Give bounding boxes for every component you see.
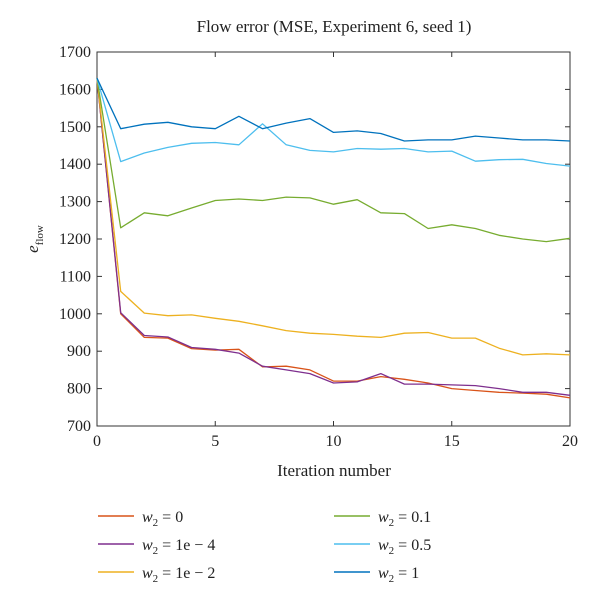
legend: w2 = 0 w2 = 1e − 4 w2 = 1e − 2 w2 = 0.1 w2 =…: [98, 509, 431, 585]
legend-item: w2 = 1e − 2: [98, 565, 215, 585]
series-line-5: [96, 78, 571, 167]
y-axis-label: eflow: [23, 225, 46, 253]
x-tick-label: 10: [326, 433, 342, 450]
legend-item: w2 = 0.5: [334, 537, 431, 557]
series-line-4: [96, 78, 571, 243]
y-tick-label: 1100: [60, 268, 91, 285]
y-tick-label: 900: [67, 343, 91, 360]
x-tick-label: 15: [444, 433, 460, 450]
legend-item: w2 = 1: [334, 565, 419, 585]
x-tick-label: 5: [211, 433, 219, 450]
legend-item: w2 = 0.1: [334, 509, 431, 529]
x-axis: 0 5 10 15 20: [93, 52, 578, 450]
y-tick-label: 1500: [59, 119, 91, 136]
series-line-3: [96, 78, 571, 356]
y-axis: 700 800 900 1000 1100 1200 1300 1400 1500 1600 170…: [59, 44, 570, 435]
legend-label: w2 = 1e − 4: [142, 537, 215, 557]
series-line-2: [96, 78, 571, 396]
y-tick-label: 700: [67, 418, 91, 435]
legend-label: w2 = 0.5: [378, 537, 431, 557]
legend-label: w2 = 0: [142, 509, 183, 529]
x-tick-label: 0: [93, 433, 101, 450]
legend-label: w2 = 0.1: [378, 509, 431, 529]
series-line-1: [96, 78, 571, 399]
y-tick-label: 1000: [59, 306, 91, 323]
chart-title: Flow error (MSE, Experiment 6, seed 1): [197, 17, 472, 36]
legend-label: w2 = 1: [378, 565, 419, 585]
y-tick-label: 1300: [59, 194, 91, 211]
x-tick-label: 20: [562, 433, 578, 450]
legend-item: w2 = 1e − 4: [98, 537, 215, 557]
y-axis-label-subscript: flow: [34, 225, 46, 245]
y-tick-label: 1600: [59, 81, 91, 98]
y-tick-label: 1200: [59, 231, 91, 248]
y-axis-label-base: e: [23, 245, 42, 253]
y-tick-label: 1700: [59, 44, 91, 61]
legend-item: w2 = 0: [98, 509, 183, 529]
legend-label: w2 = 1e − 2: [142, 565, 215, 585]
plot-frame: [96, 51, 571, 427]
series-lines: [96, 77, 571, 399]
plot-area: 0 5 10 15 20 700 800 900 1000 1100 1200 1300 1400 15…: [59, 44, 578, 450]
x-axis-label: Iteration number: [277, 461, 391, 480]
series-line-6: [96, 77, 571, 142]
y-tick-label: 1400: [59, 156, 91, 173]
y-tick-label: 800: [67, 381, 91, 398]
